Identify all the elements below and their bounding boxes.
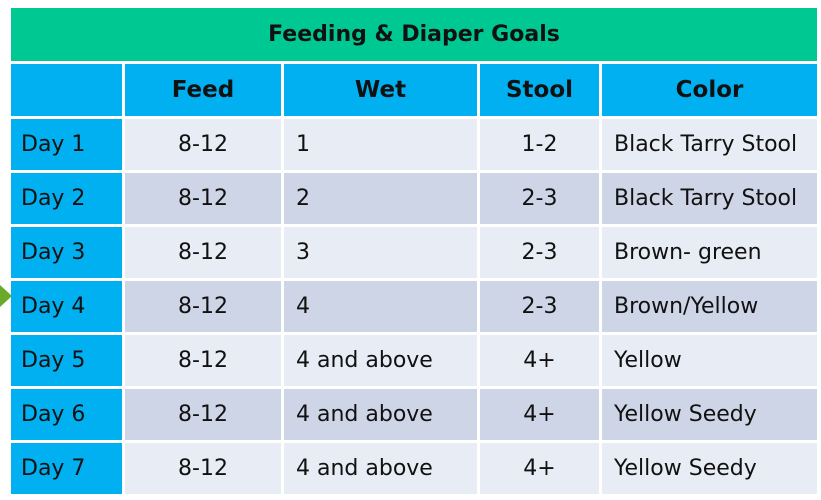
color-cell: Yellow Seedy bbox=[602, 389, 818, 443]
table-row: Day 5 8-12 4 and above 4+ Yellow bbox=[11, 335, 818, 389]
day-cell: Day 2 bbox=[11, 173, 125, 227]
table-row: Day 3 8-12 3 2-3 Brown- green bbox=[11, 227, 818, 281]
header-cell-wet: Wet bbox=[284, 64, 480, 119]
wet-cell: 2 bbox=[284, 173, 480, 227]
day-cell: Day 7 bbox=[11, 443, 125, 497]
wet-cell: 4 and above bbox=[284, 389, 480, 443]
wet-cell: 4 and above bbox=[284, 335, 480, 389]
stool-cell: 4+ bbox=[480, 335, 602, 389]
stool-cell: 4+ bbox=[480, 389, 602, 443]
table-title: Feeding & Diaper Goals bbox=[11, 8, 818, 64]
day-cell: Day 4 bbox=[11, 281, 125, 335]
green-arrow-icon bbox=[0, 285, 12, 307]
color-cell: Yellow Seedy bbox=[602, 443, 818, 497]
stool-cell: 1-2 bbox=[480, 119, 602, 173]
header-cell-stool: Stool bbox=[480, 64, 602, 119]
table-row: Day 4 8-12 4 2-3 Brown/Yellow bbox=[11, 281, 818, 335]
feed-cell: 8-12 bbox=[125, 227, 284, 281]
color-cell: Brown/Yellow bbox=[602, 281, 818, 335]
feed-cell: 8-12 bbox=[125, 119, 284, 173]
stool-cell: 2-3 bbox=[480, 281, 602, 335]
day-cell: Day 5 bbox=[11, 335, 125, 389]
feeding-diaper-table: Feeding & Diaper Goals Feed Wet Stool Co… bbox=[11, 8, 818, 497]
header-cell-feed: Feed bbox=[125, 64, 284, 119]
day-cell: Day 3 bbox=[11, 227, 125, 281]
day-cell: Day 1 bbox=[11, 119, 125, 173]
color-cell: Black Tarry Stool bbox=[602, 119, 818, 173]
day-cell: Day 6 bbox=[11, 389, 125, 443]
color-cell: Brown- green bbox=[602, 227, 818, 281]
header-cell-color: Color bbox=[602, 64, 818, 119]
stool-cell: 2-3 bbox=[480, 173, 602, 227]
wet-cell: 1 bbox=[284, 119, 480, 173]
table-row: Day 2 8-12 2 2-3 Black Tarry Stool bbox=[11, 173, 818, 227]
feed-cell: 8-12 bbox=[125, 281, 284, 335]
feed-cell: 8-12 bbox=[125, 335, 284, 389]
feed-cell: 8-12 bbox=[125, 173, 284, 227]
header-cell-day bbox=[11, 64, 125, 119]
wet-cell: 4 bbox=[284, 281, 480, 335]
table-row: Day 1 8-12 1 1-2 Black Tarry Stool bbox=[11, 119, 818, 173]
stool-cell: 4+ bbox=[480, 443, 602, 497]
wet-cell: 3 bbox=[284, 227, 480, 281]
table-row: Day 6 8-12 4 and above 4+ Yellow Seedy bbox=[11, 389, 818, 443]
table-row: Day 7 8-12 4 and above 4+ Yellow Seedy bbox=[11, 443, 818, 497]
feed-cell: 8-12 bbox=[125, 389, 284, 443]
wet-cell: 4 and above bbox=[284, 443, 480, 497]
color-cell: Yellow bbox=[602, 335, 818, 389]
feed-cell: 8-12 bbox=[125, 443, 284, 497]
stool-cell: 2-3 bbox=[480, 227, 602, 281]
color-cell: Black Tarry Stool bbox=[602, 173, 818, 227]
